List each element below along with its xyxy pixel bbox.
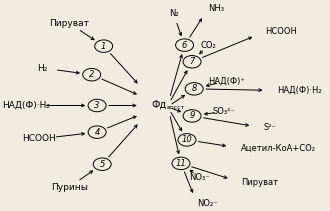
Text: S²⁻: S²⁻: [264, 123, 277, 133]
Text: восст: восст: [167, 105, 185, 110]
Circle shape: [93, 158, 111, 170]
Text: НСООН: НСООН: [22, 134, 56, 143]
Circle shape: [83, 68, 101, 81]
Circle shape: [95, 40, 113, 52]
Text: 4: 4: [94, 128, 100, 137]
Text: 8: 8: [191, 84, 197, 93]
Text: 10: 10: [182, 135, 192, 144]
Text: 5: 5: [100, 160, 105, 169]
Circle shape: [88, 99, 106, 112]
Text: 1: 1: [101, 42, 106, 51]
Text: Пируват: Пируват: [242, 178, 279, 187]
Circle shape: [183, 55, 201, 68]
Text: НАД(Ф)·Н₂: НАД(Ф)·Н₂: [2, 101, 50, 110]
Text: 9: 9: [189, 111, 195, 120]
Text: Пурины: Пурины: [51, 183, 88, 192]
Text: 11: 11: [176, 159, 186, 168]
Text: 6: 6: [182, 41, 187, 50]
Text: НАД(Ф)⁺: НАД(Ф)⁺: [208, 76, 245, 85]
Text: NO₃⁻: NO₃⁻: [189, 173, 210, 182]
Text: 3: 3: [94, 101, 100, 110]
Text: N₂: N₂: [169, 9, 178, 18]
Text: 2: 2: [89, 70, 94, 79]
Circle shape: [176, 39, 194, 51]
Text: Пируват: Пируват: [49, 19, 89, 28]
Circle shape: [178, 134, 196, 146]
Circle shape: [172, 157, 190, 170]
Text: NO₂⁻: NO₂⁻: [197, 199, 218, 208]
Text: Фд: Фд: [151, 99, 167, 110]
Circle shape: [88, 126, 106, 138]
Text: CO₂: CO₂: [200, 41, 216, 50]
Circle shape: [185, 83, 203, 95]
Text: Н₂: Н₂: [37, 64, 48, 73]
Text: Ацетил-КоА+CO₂: Ацетил-КоА+CO₂: [241, 144, 316, 153]
Text: 7: 7: [189, 57, 195, 66]
Text: НСООН: НСООН: [265, 27, 297, 36]
Text: NH₃: NH₃: [209, 4, 224, 12]
Text: SO₃²⁻: SO₃²⁻: [213, 107, 236, 116]
Text: НАД(Ф)·Н₂: НАД(Ф)·Н₂: [278, 86, 322, 95]
Circle shape: [183, 110, 201, 122]
